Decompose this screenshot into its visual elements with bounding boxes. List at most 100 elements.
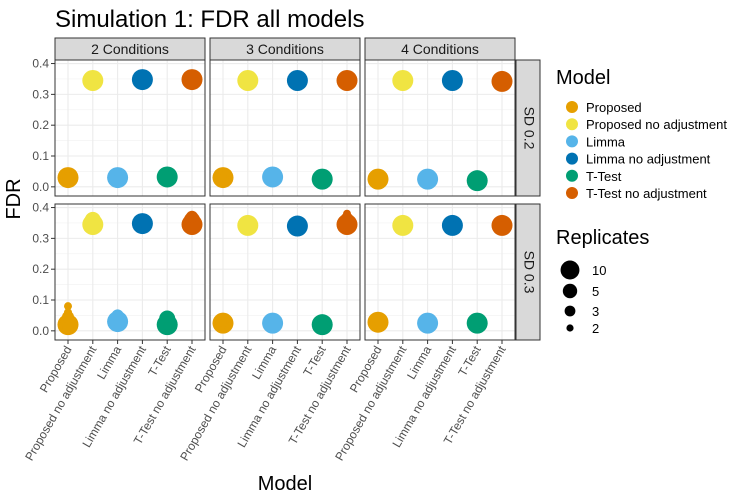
data-point bbox=[293, 76, 302, 85]
panel-r2-c3 bbox=[364, 203, 516, 341]
size-legend-swatch bbox=[566, 324, 574, 332]
data-point bbox=[64, 302, 72, 311]
data-point bbox=[64, 173, 72, 182]
data-point bbox=[423, 175, 432, 184]
points-r2-c3 bbox=[367, 214, 513, 334]
facet-strip-row-2 bbox=[515, 203, 541, 341]
panel-border bbox=[54, 59, 206, 197]
data-point bbox=[138, 219, 147, 228]
data-point bbox=[161, 310, 174, 323]
panel-background bbox=[210, 60, 360, 196]
data-point bbox=[163, 322, 172, 331]
size-legend-label: 2 bbox=[592, 321, 599, 336]
legend-swatch bbox=[566, 169, 578, 182]
model-legend-title: Model bbox=[556, 67, 610, 89]
facet-strip-row-label: SD 0.3 bbox=[521, 251, 537, 294]
data-point bbox=[473, 176, 482, 185]
y-tick-label: 0.1 bbox=[32, 149, 49, 163]
legend-label: T-Test no adjustment bbox=[586, 186, 707, 201]
data-point bbox=[268, 173, 277, 182]
facet-strip-row-1 bbox=[515, 59, 541, 197]
legend-swatch bbox=[566, 101, 578, 113]
data-point bbox=[318, 175, 327, 184]
data-point bbox=[88, 212, 97, 221]
chart-title: Simulation 1: FDR all models bbox=[55, 6, 364, 33]
size-legend-label: 3 bbox=[592, 304, 599, 319]
data-point bbox=[88, 76, 97, 85]
panel-border bbox=[209, 203, 361, 341]
size-legend-swatch bbox=[562, 283, 578, 299]
legend-swatch bbox=[566, 187, 578, 199]
data-point bbox=[113, 319, 122, 328]
replicates-legend-title: Replicates bbox=[556, 227, 649, 249]
points-r1-c1 bbox=[57, 69, 203, 189]
points-r2-c1 bbox=[57, 210, 203, 336]
data-point bbox=[219, 173, 227, 182]
panel-border bbox=[54, 203, 206, 341]
panel-background bbox=[55, 60, 205, 196]
legend-label: Proposed no adjustment bbox=[586, 117, 727, 132]
y-tick-label: 0.0 bbox=[32, 324, 49, 338]
data-point bbox=[374, 175, 382, 184]
facet-strip-col-label: 3 Conditions bbox=[246, 41, 324, 57]
panel-border bbox=[209, 59, 361, 197]
legend-label: Limma no adjustment bbox=[586, 152, 711, 167]
legend-label: Proposed bbox=[586, 100, 642, 115]
y-tick-label: 0.2 bbox=[32, 118, 49, 132]
data-point bbox=[138, 75, 147, 84]
facet-strip-row-label: SD 0.2 bbox=[521, 107, 537, 150]
data-point bbox=[111, 309, 124, 322]
panel-r1-c1 bbox=[54, 59, 206, 197]
points-r1-c2 bbox=[212, 69, 358, 190]
y-tick-label: 0.3 bbox=[32, 87, 49, 101]
legend: Model Proposed Proposed no adjustment Limm… bbox=[556, 67, 727, 336]
data-point bbox=[343, 76, 351, 85]
data-point bbox=[64, 308, 72, 317]
y-tick-label: 0.2 bbox=[32, 262, 49, 276]
legend-swatch bbox=[566, 135, 578, 148]
size-legend-label: 10 bbox=[592, 263, 606, 278]
replicates-legend-items: 10 5 3 2 bbox=[560, 260, 606, 336]
model-legend-items: Proposed Proposed no adjustment Limma Limma… bbox=[566, 100, 727, 201]
panel-border bbox=[364, 59, 516, 197]
data-point bbox=[219, 319, 227, 328]
y-tick-label: 0.4 bbox=[32, 57, 49, 71]
panel-r2-c1 bbox=[54, 203, 206, 341]
data-point bbox=[473, 319, 482, 328]
facet-panels: 2 Conditions 3 Conditions 4 Conditions SD 0… bbox=[22, 37, 541, 463]
data-point bbox=[374, 318, 382, 327]
panel-border bbox=[364, 203, 516, 341]
data-point bbox=[318, 320, 327, 329]
panel-background bbox=[55, 204, 205, 340]
size-legend-swatch bbox=[560, 260, 580, 280]
panel-background bbox=[365, 60, 515, 196]
data-point bbox=[188, 211, 196, 220]
data-point bbox=[268, 319, 277, 328]
panel-background bbox=[210, 204, 360, 340]
data-point bbox=[163, 173, 172, 182]
panel-background bbox=[365, 204, 515, 340]
y-tick-label: 0.4 bbox=[32, 201, 49, 215]
y-axis-title: FDR bbox=[3, 178, 25, 219]
legend-swatch bbox=[566, 118, 578, 131]
x-axis-title: Model bbox=[258, 473, 312, 495]
data-point bbox=[62, 321, 74, 334]
panel-r1-c3 bbox=[364, 59, 516, 197]
facet-strip-col-label: 2 Conditions bbox=[91, 41, 169, 57]
data-point bbox=[113, 173, 122, 182]
y-tick-label: 0.3 bbox=[32, 231, 49, 245]
data-point bbox=[86, 220, 99, 233]
legend-label: Limma bbox=[586, 134, 626, 149]
legend-label: T-Test bbox=[586, 169, 622, 184]
data-point bbox=[188, 75, 196, 84]
panel-r2-c2 bbox=[209, 203, 361, 341]
size-legend-swatch bbox=[564, 305, 576, 317]
data-point bbox=[448, 76, 457, 85]
legend-swatch bbox=[566, 152, 578, 165]
data-point bbox=[243, 221, 252, 230]
data-point bbox=[498, 221, 506, 230]
data-point bbox=[498, 77, 506, 86]
points-r2-c2 bbox=[212, 209, 358, 336]
points-r1-c3 bbox=[367, 69, 513, 192]
